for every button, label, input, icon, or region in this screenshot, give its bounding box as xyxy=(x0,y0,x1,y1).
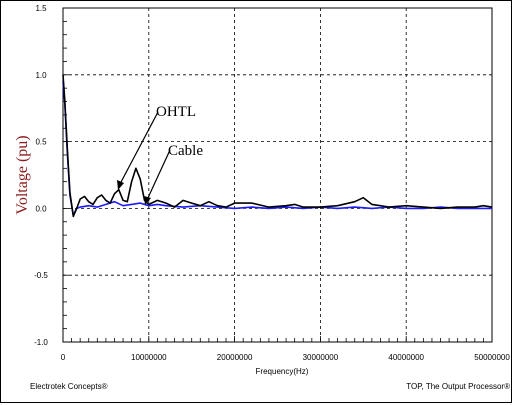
x-tick-label: 10000000 xyxy=(131,353,167,362)
footer-right: TOP, The Output Processor® xyxy=(406,382,510,391)
x-tick-label: 40000000 xyxy=(388,353,424,362)
y-tick-label: -0.5 xyxy=(34,271,48,280)
x-tick-label: 20000000 xyxy=(217,353,253,362)
y-axis-label: Voltage (pu) xyxy=(14,135,31,214)
x-tick-label: 30000000 xyxy=(303,353,339,362)
y-tick-label: 0.0 xyxy=(35,204,47,213)
x-tick-label: 50000000 xyxy=(474,353,510,362)
grid-lines xyxy=(63,8,492,342)
y-tick-label: 1.0 xyxy=(35,71,47,80)
y-tick-label: 0.5 xyxy=(35,138,47,147)
annotation-cable-arrowhead xyxy=(144,196,151,205)
x-axis-label: Frequency(Hz) xyxy=(256,367,309,376)
annotation-cable-arrow xyxy=(146,149,171,201)
y-tick-label: 1.5 xyxy=(35,4,47,13)
series-group xyxy=(62,74,493,218)
annotation-ohtl-arrow xyxy=(119,111,159,185)
annotation-ohtl-arrowhead xyxy=(117,180,124,190)
axis-ticks: 0 10000000 20000000 30000000 40000000 5000000… xyxy=(34,4,510,362)
y-tick-label: -1.0 xyxy=(34,338,48,347)
footer-left: Electrotek Concepts® xyxy=(30,382,108,391)
series-line-ohtl xyxy=(62,74,493,218)
plot-area xyxy=(62,7,493,343)
annotation-cable: Cable xyxy=(168,143,203,159)
x-tick-label: 0 xyxy=(61,353,66,362)
annotation-ohtl: OHTL xyxy=(156,104,196,120)
